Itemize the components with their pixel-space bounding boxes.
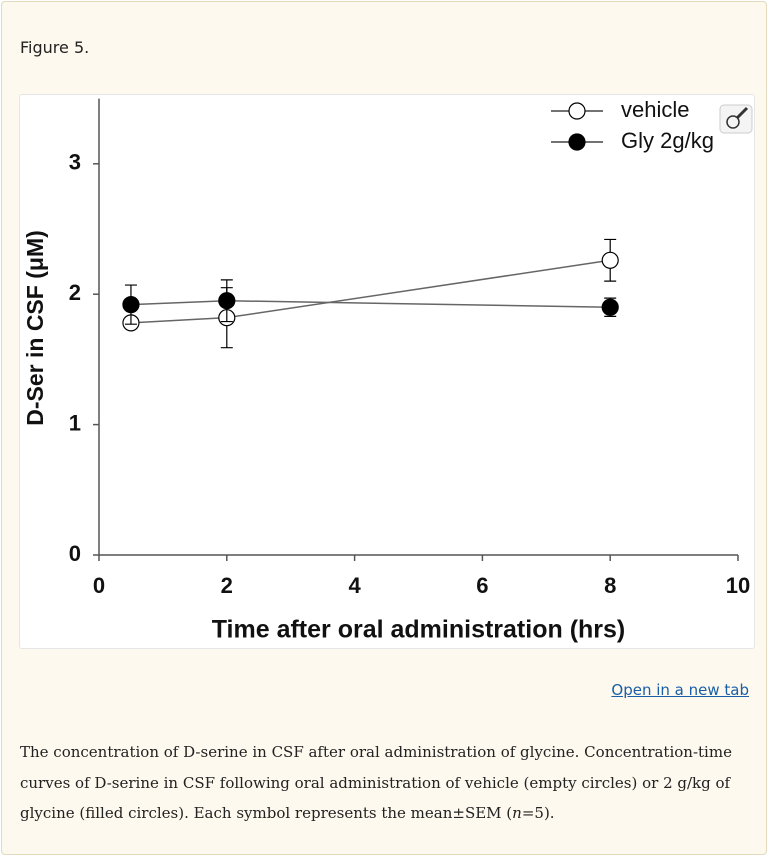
data-point	[122, 296, 140, 314]
x-tick-label: 10	[726, 573, 750, 598]
x-tick-label: 4	[348, 573, 361, 598]
legend-label: vehicle	[621, 97, 689, 122]
legend-label: Gly 2g/kg	[621, 128, 714, 153]
magnifier-icon	[719, 104, 753, 134]
figure-label: Figure 5.	[20, 38, 90, 57]
y-tick-label: 1	[69, 410, 81, 435]
series-line	[130, 259, 611, 324]
x-tick-label: 2	[221, 573, 233, 598]
caption-text: =5).	[521, 804, 555, 822]
x-axis-label: Time after oral administration (hrs)	[212, 616, 626, 644]
caption-italic: n	[512, 804, 522, 822]
y-tick-label: 3	[69, 150, 81, 175]
data-point	[601, 298, 619, 316]
legend-marker	[568, 102, 586, 120]
y-tick-label: 0	[69, 541, 81, 566]
series-line	[130, 299, 611, 308]
chart-image: 0 1 2 3 0 2 4 6 8 10 Time after oral administratio…	[19, 94, 755, 649]
data-point	[601, 251, 619, 269]
y-axis-label: D-Ser in CSF (μM)	[22, 230, 48, 426]
x-tick-label: 8	[604, 573, 616, 598]
x-tick-label: 6	[476, 573, 488, 598]
caption: The concentration of D-serine in CSF aft…	[20, 737, 750, 829]
caption-text: The concentration of D-serine in CSF aft…	[20, 743, 732, 822]
legend-marker	[568, 133, 586, 151]
chart: 0 1 2 3 0 2 4 6 8 10 Time after oral administratio…	[22, 97, 753, 644]
data-point	[218, 292, 236, 310]
x-tick-label: 0	[93, 573, 105, 598]
open-new-tab-link[interactable]: Open in a new tab	[611, 681, 749, 699]
y-tick-label: 2	[69, 280, 81, 305]
